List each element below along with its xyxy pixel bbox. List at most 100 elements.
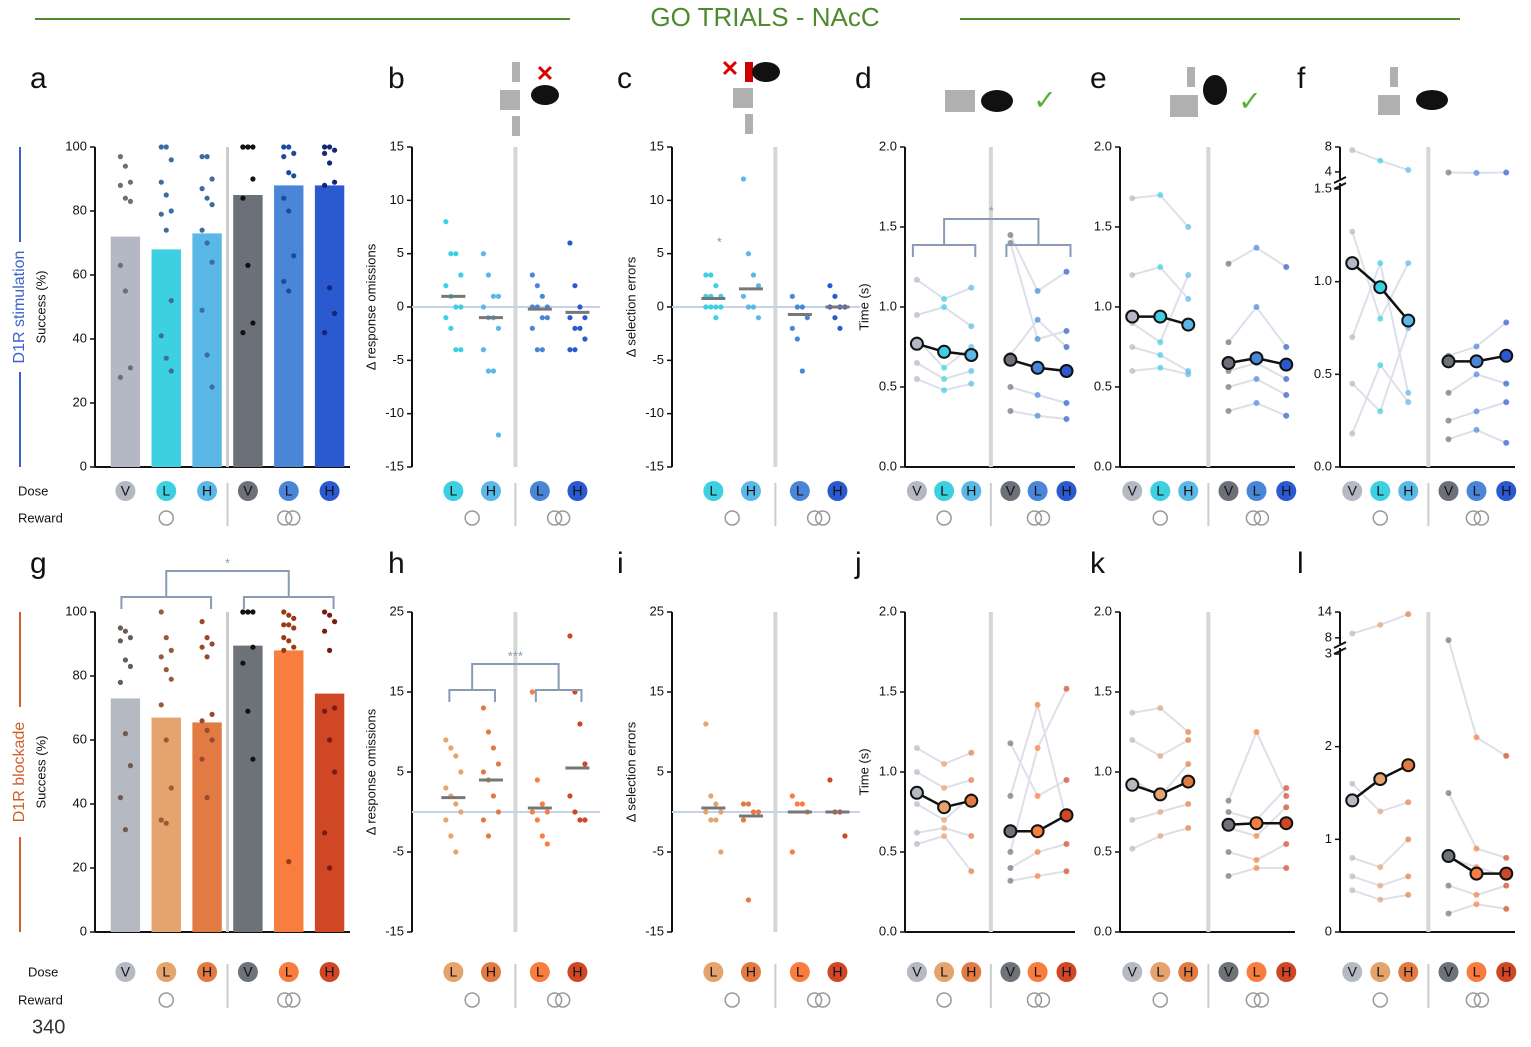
subject-point	[1064, 686, 1070, 692]
subject-point	[1064, 269, 1070, 275]
subject-point	[914, 277, 920, 283]
data-point	[746, 897, 751, 902]
data-point	[327, 285, 332, 290]
y-tick-label: -5	[652, 843, 664, 858]
subject-point	[1157, 352, 1163, 358]
mean-point	[1280, 359, 1292, 371]
subject-point	[1035, 849, 1041, 855]
data-point	[159, 144, 164, 149]
mean-point	[1061, 809, 1073, 821]
subject-point	[1185, 272, 1191, 278]
subject-point	[1349, 631, 1355, 637]
reward-icon	[1027, 511, 1041, 525]
y-tick-label: 5	[657, 763, 664, 778]
data-point	[327, 144, 332, 149]
y-axis-label: Δ selection errors	[623, 256, 638, 357]
data-point	[713, 304, 718, 309]
mean-point	[1182, 776, 1194, 788]
reward-icon	[286, 993, 300, 1007]
reward-icon	[278, 993, 292, 1007]
mean-point	[911, 338, 923, 350]
data-point	[204, 795, 209, 800]
y-tick-label: 1.0	[1314, 273, 1332, 288]
x-tick-label: L	[1253, 964, 1261, 980]
y-tick-label: 0	[80, 458, 87, 473]
data-point	[713, 801, 718, 806]
x-tick-label: V	[912, 964, 922, 980]
data-point	[286, 638, 291, 643]
subject-point	[941, 761, 947, 767]
data-point	[169, 677, 174, 682]
x-tick-label: V	[1006, 483, 1016, 499]
data-point	[756, 315, 761, 320]
subject-point	[1474, 371, 1480, 377]
data-point	[327, 737, 332, 742]
subject-point	[1007, 865, 1013, 871]
data-point	[545, 841, 550, 846]
subject-point	[1503, 440, 1509, 446]
subject-point	[1185, 801, 1191, 807]
y-tick-label: 100	[65, 138, 87, 153]
y-tick-label: 3	[1325, 645, 1332, 660]
data-point	[332, 180, 337, 185]
subject-point	[1283, 413, 1289, 419]
subject-point	[1226, 849, 1232, 855]
reward-icon	[1466, 993, 1480, 1007]
x-tick-label: L	[536, 964, 544, 980]
data-point	[245, 609, 250, 614]
subject-point	[1185, 296, 1191, 302]
subject-point	[1349, 147, 1355, 153]
x-tick-label: L	[1034, 964, 1042, 980]
y-tick-label: 1.0	[1094, 298, 1112, 313]
subject-point	[1474, 734, 1480, 740]
data-point	[209, 176, 214, 181]
data-point	[703, 304, 708, 309]
subject-line	[1132, 275, 1188, 342]
data-point	[582, 817, 587, 822]
x-tick-label: V	[1444, 964, 1454, 980]
y-tick-label: 15	[390, 138, 404, 153]
panel-letter: f	[1297, 62, 1306, 95]
data-point	[169, 298, 174, 303]
subject-line	[1352, 365, 1408, 434]
mean-point	[1346, 794, 1358, 806]
data-point	[118, 375, 123, 380]
subject-point	[1254, 376, 1260, 382]
subject-point	[1007, 793, 1013, 799]
subject-line	[1352, 232, 1408, 319]
x-tick-label: L	[940, 483, 948, 499]
subject-line	[1132, 195, 1188, 227]
subject-point	[1035, 745, 1041, 751]
data-point	[491, 793, 496, 798]
subject-point	[1129, 344, 1135, 350]
subject-point	[968, 285, 974, 291]
subject-point	[1157, 809, 1163, 815]
x-tick-label: V	[1006, 964, 1016, 980]
data-point	[164, 192, 169, 197]
mean-point	[1374, 281, 1386, 293]
reward-icon	[465, 511, 479, 525]
subject-point	[1226, 408, 1232, 414]
subject-point	[914, 376, 920, 382]
subject-point	[1283, 785, 1289, 791]
subject-point	[1157, 192, 1163, 198]
y-tick-label: 15	[390, 683, 404, 698]
y-tick-label: 2.0	[1094, 603, 1112, 618]
data-point	[496, 761, 501, 766]
x-tick-label: L	[1156, 964, 1164, 980]
data-point	[458, 769, 463, 774]
data-point	[204, 728, 209, 733]
y-tick-label: -10	[385, 405, 404, 420]
data-point	[448, 326, 453, 331]
svg-text:✓: ✓	[1238, 85, 1261, 116]
x-tick-label: L	[1473, 964, 1481, 980]
data-point	[291, 616, 296, 621]
data-point	[199, 186, 204, 191]
data-point	[159, 654, 164, 659]
mean-point	[965, 349, 977, 361]
data-point	[164, 635, 169, 640]
reward-icon	[1466, 511, 1480, 525]
subject-point	[1007, 740, 1013, 746]
x-tick-label: H	[746, 964, 756, 980]
data-point	[245, 709, 250, 714]
